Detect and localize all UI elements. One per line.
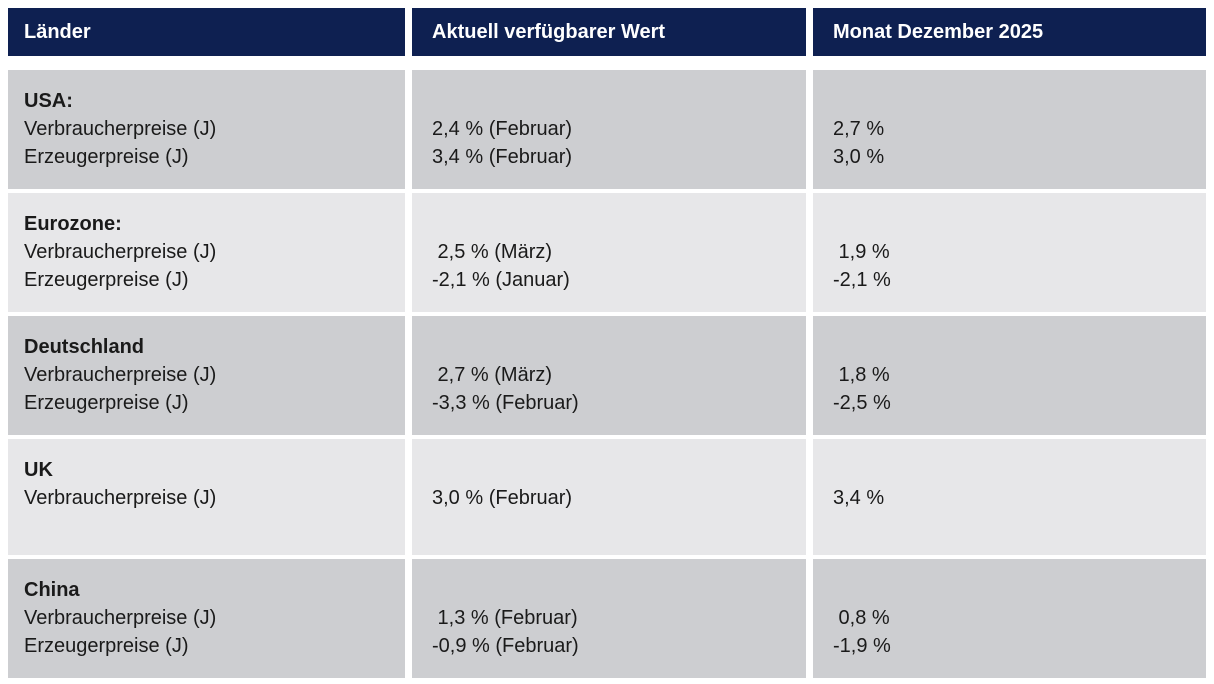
table-row-usa: USA: Verbraucherpreise (J) Erzeugerpreis…	[8, 70, 1206, 189]
header-cell-laender: Länder	[8, 8, 405, 56]
month-value-cell: 0,8 % -1,9 %	[813, 559, 1206, 678]
country-name: China	[24, 579, 80, 601]
country-name: UK	[24, 459, 53, 481]
current-value-cell: 2,4 % (Februar) 3,4 % (Februar)	[412, 70, 806, 189]
country-cell: China Verbraucherpreise (J) Erzeugerprei…	[8, 559, 405, 678]
table-row-deutschland: Deutschland Verbraucherpreise (J) Erzeug…	[8, 316, 1206, 435]
table-row-uk: UK Verbraucherpreise (J) 3,0 % (Februar)…	[8, 439, 1206, 555]
current-value-cell: 2,7 % (März) -3,3 % (Februar)	[412, 316, 806, 435]
country-name: Eurozone:	[24, 213, 122, 235]
country-name: USA:	[24, 90, 73, 112]
metric-labels: Verbraucherpreise (J) Erzeugerpreise (J)	[24, 118, 217, 168]
month-value-cell: 2,7 % 3,0 %	[813, 70, 1206, 189]
country-cell: Eurozone: Verbraucherpreise (J) Erzeuger…	[8, 193, 405, 312]
table-header-row: Länder Aktuell verfügbarer Wert Monat De…	[8, 8, 1206, 56]
header-cell-month: Monat Dezember 2025	[813, 8, 1206, 56]
header-cell-current-value: Aktuell verfügbarer Wert	[412, 8, 806, 56]
table-row-eurozone: Eurozone: Verbraucherpreise (J) Erzeuger…	[8, 193, 1206, 312]
country-cell: Deutschland Verbraucherpreise (J) Erzeug…	[8, 316, 405, 435]
table-row-china: China Verbraucherpreise (J) Erzeugerprei…	[8, 559, 1206, 678]
metric-labels: Verbraucherpreise (J) Erzeugerpreise (J)	[24, 607, 217, 657]
month-value-cell: 1,8 % -2,5 %	[813, 316, 1206, 435]
metric-labels: Verbraucherpreise (J)	[24, 487, 217, 509]
current-value-cell: 1,3 % (Februar) -0,9 % (Februar)	[412, 559, 806, 678]
metric-labels: Verbraucherpreise (J) Erzeugerpreise (J)	[24, 364, 217, 414]
country-name: Deutschland	[24, 336, 145, 358]
inflation-table: Länder Aktuell verfügbarer Wert Monat De…	[8, 8, 1206, 682]
country-cell: UK Verbraucherpreise (J)	[8, 439, 405, 555]
current-value-cell: 2,5 % (März) -2,1 % (Januar)	[412, 193, 806, 312]
month-value-cell: 1,9 % -2,1 %	[813, 193, 1206, 312]
current-value-cell: 3,0 % (Februar)	[412, 439, 806, 555]
metric-labels: Verbraucherpreise (J) Erzeugerpreise (J)	[24, 241, 217, 291]
country-cell: USA: Verbraucherpreise (J) Erzeugerpreis…	[8, 70, 405, 189]
month-value-cell: 3,4 %	[813, 439, 1206, 555]
